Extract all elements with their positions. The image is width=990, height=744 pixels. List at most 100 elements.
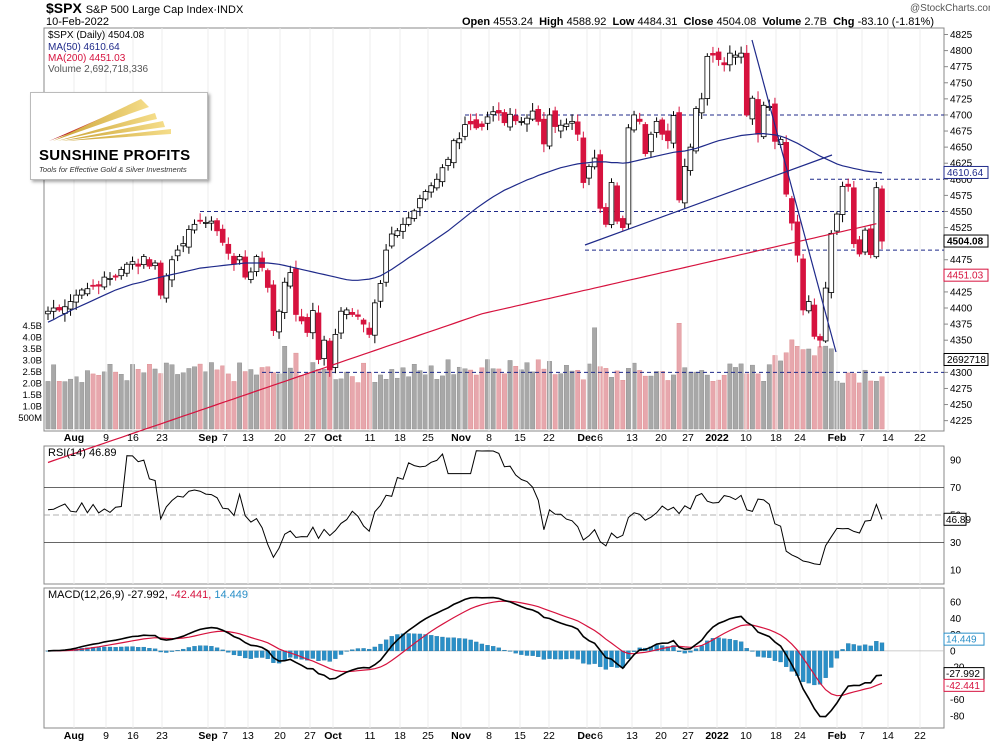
x-tick-label: 18 (770, 730, 782, 742)
volume-bar (372, 382, 378, 430)
low-label: Low (612, 16, 635, 28)
macd-hist-bar (479, 643, 485, 652)
volume-bar (733, 367, 738, 430)
x-tick-label: Sep (198, 730, 217, 742)
x-tick-label: 14 (882, 432, 894, 444)
volume-bar (682, 367, 688, 430)
logo-rays-icon (49, 99, 171, 141)
macd-hist-bar (282, 650, 287, 661)
close-label: Close (683, 16, 714, 28)
x-tick-label: 13 (626, 432, 638, 444)
candle-body (766, 106, 773, 108)
x-tick-label: 11 (365, 730, 376, 742)
macd-hist-bar (395, 634, 400, 652)
candle-body (512, 115, 519, 122)
macd-hist-bar (491, 646, 496, 652)
macd-signal-flag-box (943, 678, 985, 692)
price-tick-label: 4650 (950, 143, 973, 154)
candle-body (603, 207, 609, 225)
volume-bar (811, 355, 817, 430)
macd-hist-bar (378, 643, 383, 652)
macd-hist-bar (603, 650, 609, 670)
price-panel-frame (43, 27, 945, 432)
candle-body (619, 218, 626, 228)
volume-bar (490, 368, 496, 430)
macd-hist-bar (237, 650, 242, 656)
volume-bar (417, 370, 423, 430)
macd-hist-bar (569, 650, 575, 659)
candle-body (197, 219, 203, 222)
ohlc-readout: Open 4553.24 High 4588.92 Low 4484.31 Cl… (462, 16, 934, 28)
macd-hist-bar (671, 645, 676, 652)
volume-bar (440, 375, 445, 430)
volume-bar (738, 363, 744, 430)
volume-bar (62, 381, 68, 430)
x-tick-label: 20 (274, 432, 286, 444)
rsi-label-text: RSI(14) 46.89 (48, 447, 117, 459)
x-tick-label: Oct (324, 730, 342, 742)
candle-body (383, 249, 389, 283)
macd-hist-flag: 14.449 (946, 635, 977, 646)
macd-hist-bar (558, 650, 563, 660)
candle-body (563, 123, 570, 127)
candle-body (434, 178, 440, 189)
volume-bar (423, 374, 428, 430)
candle-body (186, 229, 192, 248)
candle-body (569, 120, 575, 124)
candle-body (276, 310, 282, 333)
high-value: 4588.92 (566, 16, 607, 28)
candle-body (839, 185, 846, 215)
volume-bar (349, 376, 355, 430)
macd-hist-bar (530, 650, 535, 656)
volume-bar (186, 368, 192, 430)
macd-hist-bar (524, 650, 530, 656)
macd-hist-bar (581, 650, 586, 664)
macd-hist-bar (468, 639, 473, 652)
candle-body (834, 213, 840, 232)
x-tick-label: 7 (222, 432, 228, 444)
macd-hist-bar (164, 650, 169, 653)
candle-body (681, 166, 688, 204)
macd-hist-bar (496, 647, 501, 652)
legend-ma200-text: MA(200) 4451.03 (48, 53, 126, 64)
price-tick-label: 4575 (950, 191, 973, 202)
candle-body (636, 118, 643, 122)
volume-bar (868, 380, 874, 430)
candle-body (479, 123, 485, 127)
legend-volume: Volume 2,692,718,336 (48, 64, 148, 75)
volume-bar (406, 376, 412, 430)
x-tick-label: 27 (304, 432, 316, 444)
x-tick-label: 24 (794, 432, 806, 444)
macd-hist-bar (203, 645, 208, 652)
candle-body (676, 112, 682, 201)
volume-bar (56, 381, 62, 430)
price-tick-label: 4525 (950, 223, 973, 234)
volume-bar (716, 379, 721, 430)
x-tick-label: 16 (127, 432, 139, 444)
candle-body (298, 316, 305, 322)
macd-hist-bar (693, 648, 699, 652)
rsi-flag: 46.89 (946, 515, 971, 526)
price-tick-label: 4400 (950, 304, 973, 315)
volume-bar (665, 380, 671, 430)
candle-body (862, 229, 868, 253)
candle-body (760, 104, 767, 138)
volume-bar (163, 362, 169, 430)
candle-body (219, 228, 226, 243)
volume-value: 2.7B (804, 16, 827, 28)
macd-hist-bar (536, 650, 541, 657)
macd-tick-label: 60 (950, 598, 962, 609)
macd-hist-bar (462, 638, 468, 652)
legend-ma50: MA(50) 4610.64 (48, 42, 120, 53)
volume-bar (575, 369, 581, 430)
candle-body (727, 52, 733, 66)
candle-body (625, 127, 632, 225)
volume-bar (817, 346, 823, 430)
candle-body (79, 289, 85, 296)
macd-hist-bar (152, 648, 158, 652)
rsi-line (47, 450, 883, 566)
candle-body (281, 281, 288, 313)
last-price-flag-box (943, 234, 989, 248)
volume-bar (772, 355, 778, 430)
index-name: S&P 500 Large Cap Index (85, 4, 214, 16)
